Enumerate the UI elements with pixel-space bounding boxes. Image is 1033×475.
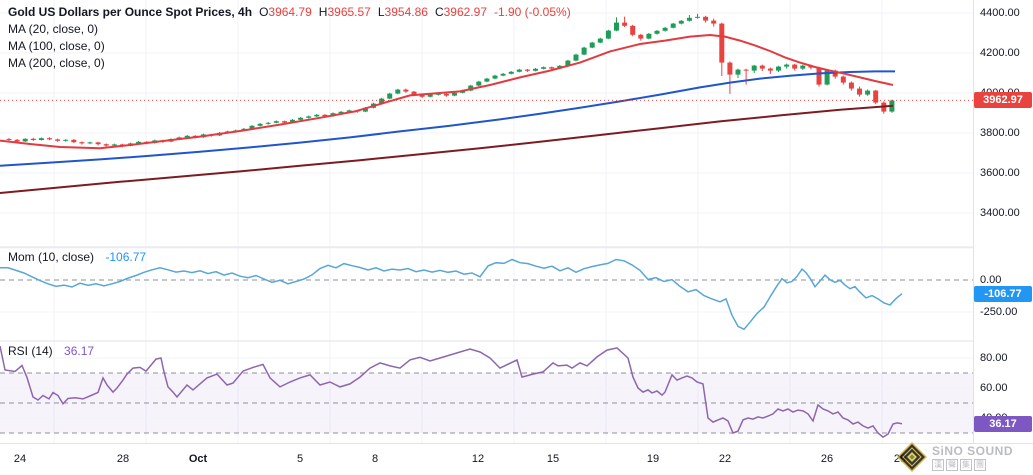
time-axis-tick: 26: [820, 453, 834, 465]
price-axis-tick: 4200.00: [980, 47, 1020, 59]
time-axis-tick: 15: [546, 453, 560, 465]
symbol-title-row[interactable]: Gold US Dollars per Ounce Spot Prices, 4…: [8, 4, 571, 21]
rsi-axis-tick: 60.00: [980, 382, 1008, 394]
time-axis-tick: 5: [296, 453, 304, 465]
time-axis-tick: 28: [116, 453, 130, 465]
ma200-legend[interactable]: MA (200, close, 0): [8, 56, 105, 70]
price-axis-tick: 3800.00: [980, 127, 1020, 139]
open-value: 3964.79: [268, 5, 312, 19]
change-value: -1.90 (-0.05%): [494, 5, 571, 19]
open-label: O: [259, 5, 269, 19]
time-axis-tick: 22: [718, 453, 732, 465]
price-axis[interactable]: 3962.97 -106.77 36.17 4400.004200.004000…: [973, 0, 1033, 443]
legend[interactable]: Gold US Dollars per Ounce Spot Prices, 4…: [8, 4, 571, 72]
brand-name: SiNO SOUND: [931, 443, 1013, 458]
ma20-legend[interactable]: MA (20, close, 0): [8, 22, 99, 36]
watermark: SiNO SOUND 漢 聲 集 團: [896, 442, 1013, 472]
momentum-label: Mom (10, close): [8, 250, 95, 264]
rsi-badge: 36.17: [974, 415, 1032, 432]
brand-logo-icon: [896, 442, 927, 472]
time-axis-tick: 24: [13, 453, 27, 465]
price-axis-tick: 3600.00: [980, 167, 1020, 179]
symbol-title: Gold US Dollars per Ounce Spot Prices, 4…: [8, 5, 253, 19]
time-axis-tick: 12: [471, 453, 485, 465]
momentum-value: -106.77: [105, 250, 147, 264]
price-axis-tick: 4400.00: [980, 7, 1020, 19]
close-value: 3962.97: [443, 5, 487, 19]
ma100-legend[interactable]: MA (100, close, 0): [8, 39, 105, 53]
rsi-legend[interactable]: RSI (14) 36.17: [8, 344, 94, 358]
momentum-badge: -106.77: [974, 285, 1032, 302]
momentum-legend[interactable]: Mom (10, close) -106.77: [8, 250, 146, 264]
rsi-value: 36.17: [64, 344, 95, 358]
price-axis-tick: 3400.00: [980, 207, 1020, 219]
high-label: H: [318, 5, 328, 19]
rsi-axis-tick: 80.00: [980, 352, 1008, 364]
time-axis-tick: 8: [371, 453, 379, 465]
rsi-label: RSI (14): [8, 344, 53, 358]
high-value: 3965.57: [327, 5, 371, 19]
time-axis-tick: 19: [646, 453, 660, 465]
low-value: 3954.86: [384, 5, 428, 19]
price-badge: 3962.97: [974, 92, 1032, 109]
time-axis-tick: Oct: [188, 453, 208, 465]
momentum-axis-tick: -250.00: [980, 306, 1018, 318]
momentum-axis-tick: 0.00: [980, 274, 1002, 286]
low-label: L: [377, 5, 385, 19]
close-label: C: [434, 5, 444, 19]
brand-chinese-name: 漢 聲 集 團: [931, 458, 986, 471]
time-axis[interactable]: 2428Oct58121519222629: [0, 443, 1033, 475]
